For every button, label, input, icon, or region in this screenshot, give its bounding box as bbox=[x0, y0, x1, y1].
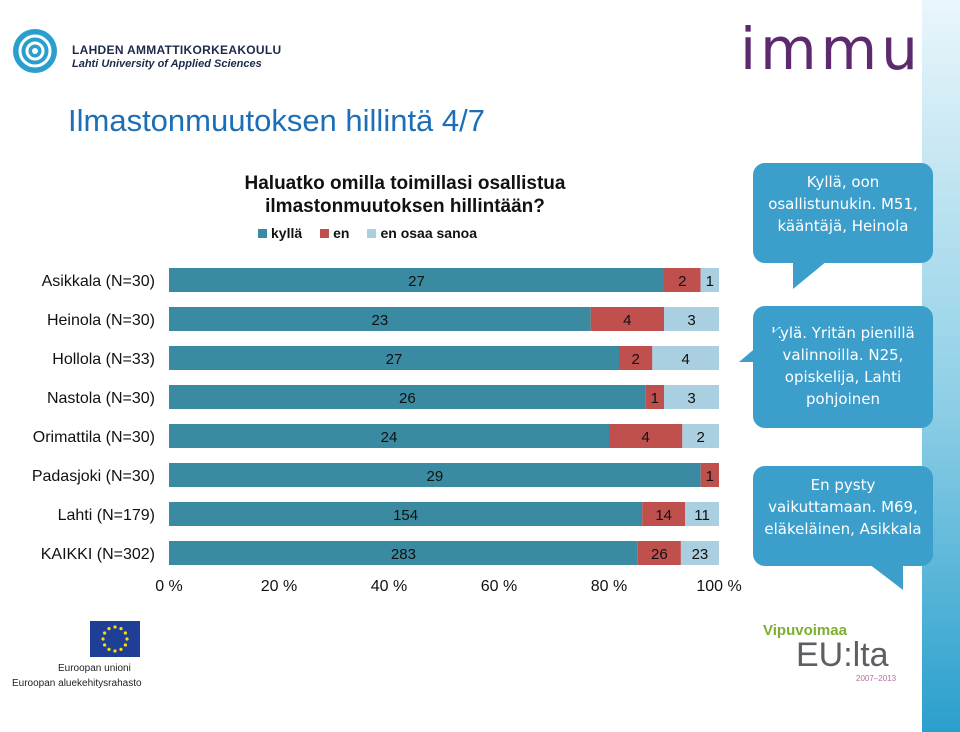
bar-segment bbox=[169, 463, 701, 487]
page-title: Ilmastonmuutoksen hillintä 4/7 bbox=[68, 103, 486, 138]
category-label: Nastola (N=30) bbox=[47, 390, 155, 407]
vipuvoimaa-label: Vipuvoimaa bbox=[763, 622, 847, 639]
bubble-tail bbox=[739, 328, 779, 362]
bar-segment bbox=[680, 541, 719, 565]
data-label: 1 bbox=[706, 273, 714, 290]
bar-segment bbox=[169, 268, 664, 292]
bar-segment bbox=[652, 346, 719, 370]
x-tick-label: 100 % bbox=[696, 578, 741, 595]
bar-segment bbox=[685, 502, 719, 526]
chart-title-line1: Haluatko omilla toimillasi osallistua bbox=[244, 173, 566, 194]
bar-segment bbox=[700, 463, 719, 487]
immu-logo: immu bbox=[740, 15, 922, 83]
data-label: 23 bbox=[692, 546, 709, 563]
quote-bubble-1: Kyllä, oon osallistunukin. M51, kääntäjä… bbox=[753, 163, 933, 289]
data-label: 26 bbox=[399, 390, 416, 407]
bar-segment bbox=[169, 541, 638, 565]
data-label: 24 bbox=[381, 429, 398, 446]
data-label: 27 bbox=[386, 351, 403, 368]
legend-item-en-osaa-sanoa: en osaa sanoa bbox=[367, 225, 477, 241]
bar-segment bbox=[590, 307, 664, 331]
bar-segment bbox=[682, 424, 719, 448]
data-label: 4 bbox=[641, 429, 649, 446]
quote-text: Kylä. Yritän pienillä valinnoilla. N25, … bbox=[771, 324, 915, 408]
bar-segment bbox=[664, 307, 719, 331]
x-tick-label: 80 % bbox=[591, 578, 627, 595]
chart-legend: kyllä en en osaa sanoa bbox=[258, 225, 477, 241]
data-label: 27 bbox=[408, 273, 425, 290]
eu-label: Euroopan unioni bbox=[58, 663, 131, 674]
bar-segment bbox=[169, 346, 619, 370]
data-label: 3 bbox=[687, 390, 695, 407]
quote-text: En pysty vaikuttamaan. M69, eläkeläinen,… bbox=[764, 476, 922, 538]
bar-segment bbox=[642, 502, 686, 526]
org-name: LAHDEN AMMATTIKORKEAKOULU bbox=[72, 43, 282, 57]
bar-segment bbox=[169, 502, 643, 526]
data-label: 283 bbox=[391, 546, 416, 563]
bar-segment bbox=[169, 424, 609, 448]
bar-segment bbox=[169, 385, 646, 409]
chart-title: Haluatko omilla toimillasi osallistua il… bbox=[170, 172, 640, 218]
legend-swatch bbox=[367, 228, 377, 238]
bar-segment bbox=[637, 541, 681, 565]
quote-bubble-3: En pysty vaikuttamaan. M69, eläkeläinen,… bbox=[753, 466, 933, 590]
bar-segment bbox=[700, 268, 719, 292]
category-label: KAIKKI (N=302) bbox=[41, 546, 155, 563]
category-label: Hollola (N=33) bbox=[52, 351, 155, 368]
data-label: 2 bbox=[696, 429, 704, 446]
x-tick-label: 60 % bbox=[481, 578, 517, 595]
eu-fund-label: Euroopan aluekehitysrahasto bbox=[12, 678, 142, 689]
category-label: Orimattila (N=30) bbox=[33, 429, 155, 446]
legend-label: en bbox=[333, 225, 350, 241]
lamk-logo-icon bbox=[13, 29, 57, 73]
chart-title-line2: ilmastonmuutoksen hillintään? bbox=[265, 196, 545, 217]
data-label: 4 bbox=[623, 312, 631, 329]
data-label: 4 bbox=[681, 351, 689, 368]
data-label: 29 bbox=[426, 468, 443, 485]
eu-flag-icon bbox=[90, 621, 140, 657]
category-label: Heinola (N=30) bbox=[47, 312, 155, 329]
data-label: 23 bbox=[371, 312, 388, 329]
program-years: 2007–2013 bbox=[856, 674, 897, 683]
bar-segment bbox=[609, 424, 683, 448]
bar-segment bbox=[619, 346, 653, 370]
x-tick-label: 20 % bbox=[261, 578, 297, 595]
bar-segment bbox=[169, 307, 591, 331]
legend-swatch bbox=[320, 228, 330, 238]
data-label: 3 bbox=[687, 312, 695, 329]
data-label: 1 bbox=[651, 390, 659, 407]
category-label: Padasjoki (N=30) bbox=[32, 468, 155, 485]
data-label: 2 bbox=[678, 273, 686, 290]
data-label: 26 bbox=[651, 546, 668, 563]
legend-item-en: en bbox=[320, 225, 349, 241]
org-name-en: Lahti University of Applied Sciences bbox=[72, 58, 262, 70]
quote-text: Kyllä, oon osallistunukin. M51, kääntäjä… bbox=[768, 173, 918, 235]
bubble-tail bbox=[793, 261, 827, 289]
legend-swatch bbox=[258, 228, 267, 238]
x-tick-label: 0 % bbox=[155, 578, 183, 595]
bar-segment bbox=[664, 268, 701, 292]
bar-segment bbox=[645, 385, 664, 409]
bubble-tail bbox=[869, 564, 903, 590]
data-label: 11 bbox=[694, 507, 710, 524]
data-label: 14 bbox=[655, 507, 672, 524]
legend-label: kyllä bbox=[271, 225, 303, 241]
data-label: 1 bbox=[706, 468, 714, 485]
legend-label: en osaa sanoa bbox=[380, 225, 477, 241]
x-tick-label: 40 % bbox=[371, 578, 407, 595]
category-label: Lahti (N=179) bbox=[58, 507, 155, 524]
data-label: 2 bbox=[631, 351, 639, 368]
category-label: Asikkala (N=30) bbox=[42, 273, 155, 290]
data-label: 154 bbox=[393, 507, 418, 524]
bar-segment bbox=[664, 385, 719, 409]
eulta-label: EU:lta bbox=[796, 636, 889, 674]
quote-bubble-2: Kylä. Yritän pienillä valinnoilla. N25, … bbox=[739, 306, 933, 428]
legend-item-kylla: kyllä bbox=[258, 225, 302, 241]
